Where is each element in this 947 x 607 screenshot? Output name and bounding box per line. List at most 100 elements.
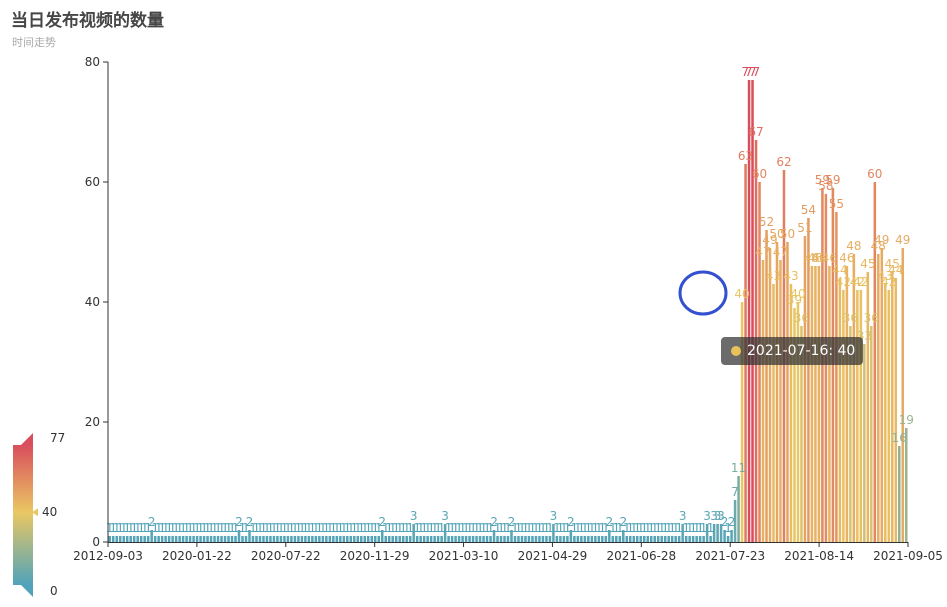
bar[interactable] bbox=[255, 536, 258, 542]
bar[interactable] bbox=[202, 536, 206, 542]
bar[interactable] bbox=[132, 536, 136, 542]
bar[interactable] bbox=[891, 272, 894, 542]
bar[interactable] bbox=[195, 536, 199, 542]
bar[interactable] bbox=[604, 536, 608, 542]
bar[interactable] bbox=[499, 536, 503, 542]
bar[interactable] bbox=[898, 446, 901, 542]
bar[interactable] bbox=[555, 536, 559, 542]
bar[interactable] bbox=[150, 530, 153, 542]
bar[interactable] bbox=[552, 524, 555, 542]
bar[interactable] bbox=[531, 536, 534, 542]
bar[interactable] bbox=[178, 536, 181, 542]
bar[interactable] bbox=[318, 536, 321, 542]
bar[interactable] bbox=[139, 536, 143, 542]
bar[interactable] bbox=[873, 182, 877, 542]
bar[interactable] bbox=[265, 536, 269, 542]
bar[interactable] bbox=[884, 284, 887, 542]
bar[interactable] bbox=[779, 260, 782, 542]
bar[interactable] bbox=[698, 536, 702, 542]
bar[interactable] bbox=[223, 536, 227, 542]
bar[interactable] bbox=[817, 266, 821, 542]
bar[interactable] bbox=[702, 536, 705, 542]
bar[interactable] bbox=[143, 536, 146, 542]
bar[interactable] bbox=[475, 536, 478, 542]
bar[interactable] bbox=[129, 536, 132, 542]
bar[interactable] bbox=[646, 536, 649, 542]
bar[interactable] bbox=[639, 536, 643, 542]
bar[interactable] bbox=[580, 536, 583, 542]
bar[interactable] bbox=[548, 536, 552, 542]
bar[interactable] bbox=[314, 536, 318, 542]
bar[interactable] bbox=[311, 536, 314, 542]
bar[interactable] bbox=[761, 260, 765, 542]
bar[interactable] bbox=[583, 536, 587, 542]
bar[interactable] bbox=[433, 536, 436, 542]
bar[interactable] bbox=[283, 536, 286, 542]
bar[interactable] bbox=[747, 80, 751, 542]
bar[interactable] bbox=[849, 326, 852, 542]
bar[interactable] bbox=[307, 536, 311, 542]
bar[interactable] bbox=[716, 524, 719, 542]
bar[interactable] bbox=[587, 536, 590, 542]
bar[interactable] bbox=[905, 428, 908, 542]
bar[interactable] bbox=[209, 536, 213, 542]
bar[interactable] bbox=[426, 536, 429, 542]
bar[interactable] bbox=[230, 536, 234, 542]
bar[interactable] bbox=[356, 536, 360, 542]
bar[interactable] bbox=[524, 536, 527, 542]
bar[interactable] bbox=[370, 536, 374, 542]
bar[interactable] bbox=[321, 536, 325, 542]
bar[interactable] bbox=[489, 536, 492, 542]
bar[interactable] bbox=[447, 536, 450, 542]
bar[interactable] bbox=[636, 536, 639, 542]
bar[interactable] bbox=[559, 536, 562, 542]
bar[interactable] bbox=[335, 536, 339, 542]
bar[interactable] bbox=[852, 254, 856, 542]
bar[interactable] bbox=[594, 536, 597, 542]
bar[interactable] bbox=[653, 536, 656, 542]
bar[interactable] bbox=[814, 266, 817, 542]
bar[interactable] bbox=[828, 266, 831, 542]
bar[interactable] bbox=[353, 536, 356, 542]
bar[interactable] bbox=[877, 254, 880, 542]
bar[interactable] bbox=[192, 536, 195, 542]
bar[interactable] bbox=[803, 236, 807, 542]
bar[interactable] bbox=[566, 536, 569, 542]
bar[interactable] bbox=[387, 536, 391, 542]
bar[interactable] bbox=[380, 530, 384, 542]
bar[interactable] bbox=[349, 536, 353, 542]
bar[interactable] bbox=[681, 524, 684, 542]
bar[interactable] bbox=[248, 530, 251, 542]
bar[interactable] bbox=[164, 536, 167, 542]
bar[interactable] bbox=[800, 326, 803, 542]
bar[interactable] bbox=[775, 242, 779, 542]
bar[interactable] bbox=[262, 536, 265, 542]
bar[interactable] bbox=[111, 536, 115, 542]
bar[interactable] bbox=[276, 536, 279, 542]
bar[interactable] bbox=[492, 530, 496, 542]
bar[interactable] bbox=[859, 290, 863, 542]
bar[interactable] bbox=[401, 536, 405, 542]
visual-map-max-handle-icon[interactable] bbox=[21, 433, 33, 445]
bar[interactable] bbox=[422, 536, 426, 542]
bar[interactable] bbox=[216, 536, 220, 542]
bar[interactable] bbox=[730, 530, 733, 542]
bar[interactable] bbox=[220, 536, 223, 542]
bar[interactable] bbox=[601, 536, 604, 542]
bar[interactable] bbox=[286, 536, 290, 542]
bar[interactable] bbox=[443, 524, 447, 542]
bar[interactable] bbox=[206, 536, 209, 542]
bar[interactable] bbox=[339, 536, 342, 542]
bar[interactable] bbox=[373, 536, 377, 542]
bar[interactable] bbox=[122, 536, 125, 542]
bar[interactable] bbox=[328, 536, 332, 542]
bar[interactable] bbox=[300, 536, 304, 542]
bar[interactable] bbox=[674, 536, 677, 542]
bar[interactable] bbox=[160, 536, 164, 542]
bar[interactable] bbox=[478, 536, 482, 542]
bar[interactable] bbox=[541, 536, 545, 542]
bar[interactable] bbox=[793, 308, 796, 542]
bar[interactable] bbox=[660, 536, 663, 542]
bar[interactable] bbox=[454, 536, 457, 542]
bar[interactable] bbox=[377, 536, 380, 542]
